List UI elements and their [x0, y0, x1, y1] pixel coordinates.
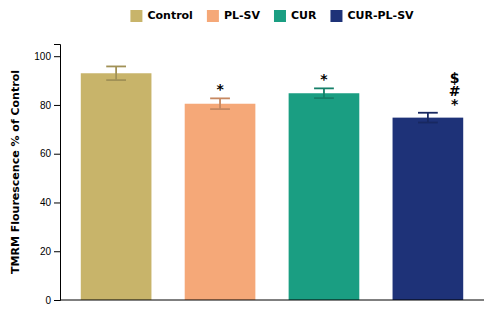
chart: 020406080100**$#*TMRM Flourescence % of … — [0, 0, 500, 314]
error-bar-cap — [314, 97, 334, 99]
x-axis-line — [60, 300, 484, 301]
error-bar-cap — [418, 122, 438, 124]
y-tick-label: 0 — [45, 295, 51, 306]
error-bar-cap — [210, 97, 230, 99]
y-tick: 80 — [40, 100, 60, 111]
y-tick-mark — [54, 154, 60, 155]
legend-item: CUR-PL-SV — [330, 9, 414, 22]
error-bar-stem — [427, 113, 429, 123]
error-bar-cap — [106, 79, 126, 81]
y-tick-label: 100 — [34, 51, 51, 62]
legend-swatch — [130, 10, 142, 22]
annotation: * — [216, 81, 224, 97]
annotation: * — [451, 96, 459, 112]
y-tick-mark — [54, 56, 60, 57]
annotation: * — [320, 71, 328, 87]
y-tick: 40 — [40, 197, 60, 208]
y-tick-mark — [54, 105, 60, 106]
legend-item: CUR — [274, 9, 317, 22]
error-bar-cap — [314, 87, 334, 89]
y-tick-label: 80 — [40, 100, 52, 111]
y-tick-mark — [54, 202, 60, 203]
y-axis-title: TMRM Flourescence % of Control — [9, 70, 22, 274]
y-tick: 20 — [40, 246, 60, 257]
y-tick-mark — [54, 251, 60, 252]
error-bar-stem — [115, 66, 117, 80]
error-bar-stem — [219, 98, 221, 109]
y-tick-mark — [54, 300, 60, 301]
error-bar-cap — [418, 112, 438, 114]
legend: Control PL-SV CUR CUR-PL-SV — [130, 9, 414, 22]
y-axis-line — [54, 45, 61, 301]
error-bar-cap — [106, 66, 126, 68]
legend-label: CUR — [291, 9, 317, 22]
legend-swatch — [207, 10, 219, 22]
plot: 020406080100**$#* — [34, 45, 484, 306]
error-bar-cap — [210, 108, 230, 110]
x-axis — [60, 300, 484, 301]
legend-swatch — [274, 10, 286, 22]
y-tick-label: 20 — [40, 246, 52, 257]
y-tick-label: 60 — [40, 148, 52, 159]
error-bar — [418, 113, 438, 123]
error-bar-stem — [323, 88, 325, 98]
annotations: **$#* — [216, 70, 460, 112]
y-tick: 0 — [45, 295, 60, 306]
y-tick-label: 40 — [40, 197, 52, 208]
legend-label: CUR-PL-SV — [347, 9, 414, 22]
legend-swatch — [330, 10, 342, 22]
bar — [393, 118, 464, 300]
bar — [289, 93, 360, 300]
y-tick: 100 — [34, 51, 60, 62]
legend-item: Control — [130, 9, 192, 22]
bar — [185, 104, 256, 300]
y-axis: 0 20 40 60 80 100 — [34, 45, 60, 306]
error-bar — [106, 66, 126, 80]
error-bar — [314, 88, 334, 98]
legend-label: PL-SV — [224, 9, 261, 22]
marks — [81, 66, 463, 300]
legend-label: Control — [147, 9, 192, 22]
error-bar — [210, 98, 230, 109]
bar — [81, 73, 152, 300]
legend-item: PL-SV — [207, 9, 261, 22]
y-tick: 60 — [40, 148, 60, 159]
